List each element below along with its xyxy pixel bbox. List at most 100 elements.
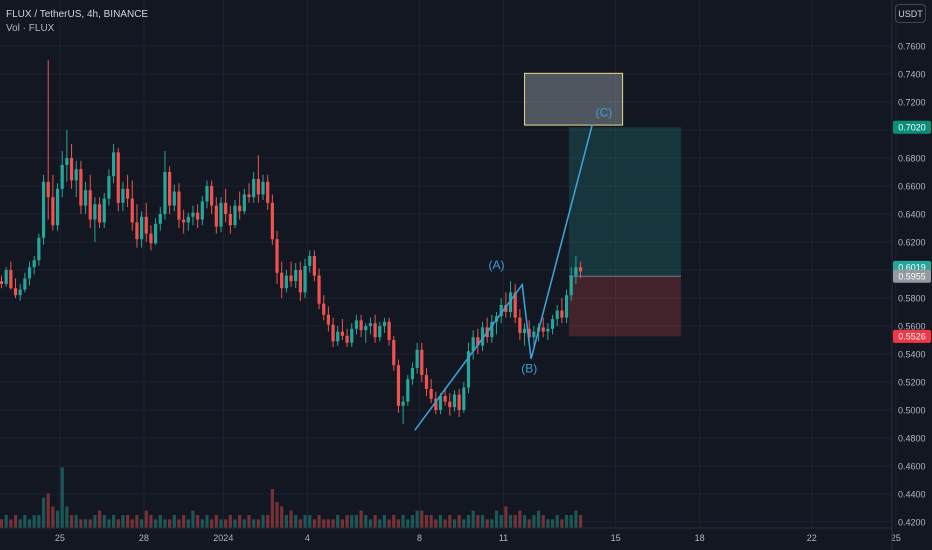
volume-bar bbox=[382, 515, 387, 528]
volume-bar bbox=[462, 519, 466, 528]
candle-body bbox=[532, 331, 536, 338]
volume-bar bbox=[294, 515, 298, 528]
candle-body bbox=[51, 197, 55, 226]
x-tick-label: 8 bbox=[417, 533, 422, 543]
volume-bar bbox=[55, 510, 60, 528]
candle-body bbox=[93, 204, 97, 220]
x-tick-label: 25 bbox=[55, 533, 65, 543]
volume-bar bbox=[18, 519, 22, 528]
y-tick-label: 0.7200 bbox=[898, 98, 926, 108]
candle-body bbox=[140, 216, 144, 240]
candle-body bbox=[242, 194, 246, 212]
candle-body bbox=[466, 351, 471, 388]
volume-bar bbox=[111, 515, 116, 528]
volume-bar bbox=[392, 515, 396, 528]
candle-body bbox=[480, 327, 485, 346]
candle-body bbox=[569, 275, 573, 296]
x-tick-label: 11 bbox=[499, 533, 508, 543]
volume-bar bbox=[191, 510, 195, 528]
volume-bar bbox=[527, 519, 531, 528]
currency-button[interactable]: USDT bbox=[895, 4, 926, 23]
candle-body bbox=[65, 158, 69, 165]
grid-lines bbox=[0, 0, 897, 528]
candle-body bbox=[125, 188, 130, 199]
price-tag-target bbox=[893, 120, 931, 134]
volume-bar bbox=[541, 515, 545, 528]
volume-bar bbox=[340, 519, 345, 528]
symbol-title[interactable]: FLUX / TetherUS, 4h, BINANCE bbox=[6, 9, 149, 20]
volume-bar bbox=[373, 515, 377, 528]
y-tick-label: 0.6800 bbox=[898, 154, 926, 164]
volume-bar bbox=[555, 515, 559, 528]
volume-bar bbox=[37, 515, 41, 528]
candle-body bbox=[130, 198, 134, 223]
volume-bar bbox=[83, 519, 88, 528]
volume-bar bbox=[51, 506, 55, 528]
wave-label: (A) bbox=[489, 258, 505, 272]
volume-bar bbox=[27, 519, 32, 528]
volume-bar bbox=[13, 515, 18, 528]
candle-body bbox=[79, 169, 83, 206]
candle-body bbox=[182, 219, 186, 223]
candle-body bbox=[578, 267, 583, 272]
candle-body bbox=[401, 401, 405, 406]
candle-body bbox=[219, 202, 223, 227]
volume-bar bbox=[261, 515, 265, 528]
volume-bar bbox=[504, 506, 508, 528]
volume-bar bbox=[354, 515, 359, 528]
volume-bar bbox=[331, 519, 335, 528]
volume-indicator-label[interactable]: Vol · FLUX bbox=[6, 23, 55, 34]
candle-body bbox=[252, 179, 256, 198]
candle-body bbox=[546, 328, 550, 332]
volume-bar bbox=[406, 519, 410, 528]
chart-legend: FLUX / TetherUS, 4h, BINANCE Vol · FLUX bbox=[6, 8, 148, 36]
volume-bar bbox=[513, 515, 517, 528]
volume-bar bbox=[308, 515, 312, 528]
volume-bar bbox=[550, 519, 555, 528]
candle-body bbox=[424, 375, 429, 389]
candle-body bbox=[13, 288, 18, 296]
x-tick-label: 22 bbox=[807, 533, 817, 543]
candle-body bbox=[368, 323, 373, 326]
volume-bar bbox=[350, 515, 354, 528]
candle-body bbox=[9, 270, 13, 289]
volume-bar bbox=[116, 519, 120, 528]
candle-body bbox=[200, 201, 204, 220]
volume-bar bbox=[125, 515, 130, 528]
candle-body bbox=[541, 327, 545, 332]
candle-body bbox=[186, 216, 190, 223]
abc-wave-drawing[interactable]: (A) (B) (C) bbox=[414, 106, 612, 431]
volume-bar bbox=[41, 497, 46, 528]
volume-bar bbox=[364, 515, 368, 528]
volume-bar bbox=[79, 519, 83, 528]
volume-bar bbox=[522, 515, 527, 528]
target-zone-box[interactable] bbox=[524, 72, 624, 126]
volume-bar bbox=[359, 510, 363, 528]
y-tick-label: 0.5400 bbox=[898, 350, 926, 360]
candle-body bbox=[247, 194, 251, 198]
volume-bar bbox=[149, 515, 153, 528]
volume-bar bbox=[471, 510, 475, 528]
volume-bar bbox=[494, 510, 499, 528]
x-tick-label: 18 bbox=[695, 533, 705, 543]
volume-bar bbox=[177, 519, 181, 528]
long-position-tool[interactable] bbox=[568, 127, 681, 337]
volume-bar bbox=[256, 519, 260, 528]
volume-bar bbox=[9, 519, 13, 528]
candle-body bbox=[0, 281, 4, 284]
candle-body bbox=[396, 365, 401, 406]
target-box-rect bbox=[524, 72, 624, 126]
candle-body bbox=[322, 303, 326, 315]
volume-bar bbox=[32, 515, 36, 528]
candle-body bbox=[382, 321, 387, 326]
y-tick-label: 0.7400 bbox=[898, 70, 926, 80]
volume-bar bbox=[154, 519, 158, 528]
y-tick-label: 0.5200 bbox=[898, 378, 926, 388]
candle-body bbox=[373, 323, 377, 338]
candle-body bbox=[499, 305, 503, 317]
x-tick-label: 28 bbox=[139, 533, 149, 543]
volume-bar bbox=[429, 515, 433, 528]
volume-bar bbox=[0, 519, 4, 528]
volume-bar bbox=[569, 515, 573, 528]
